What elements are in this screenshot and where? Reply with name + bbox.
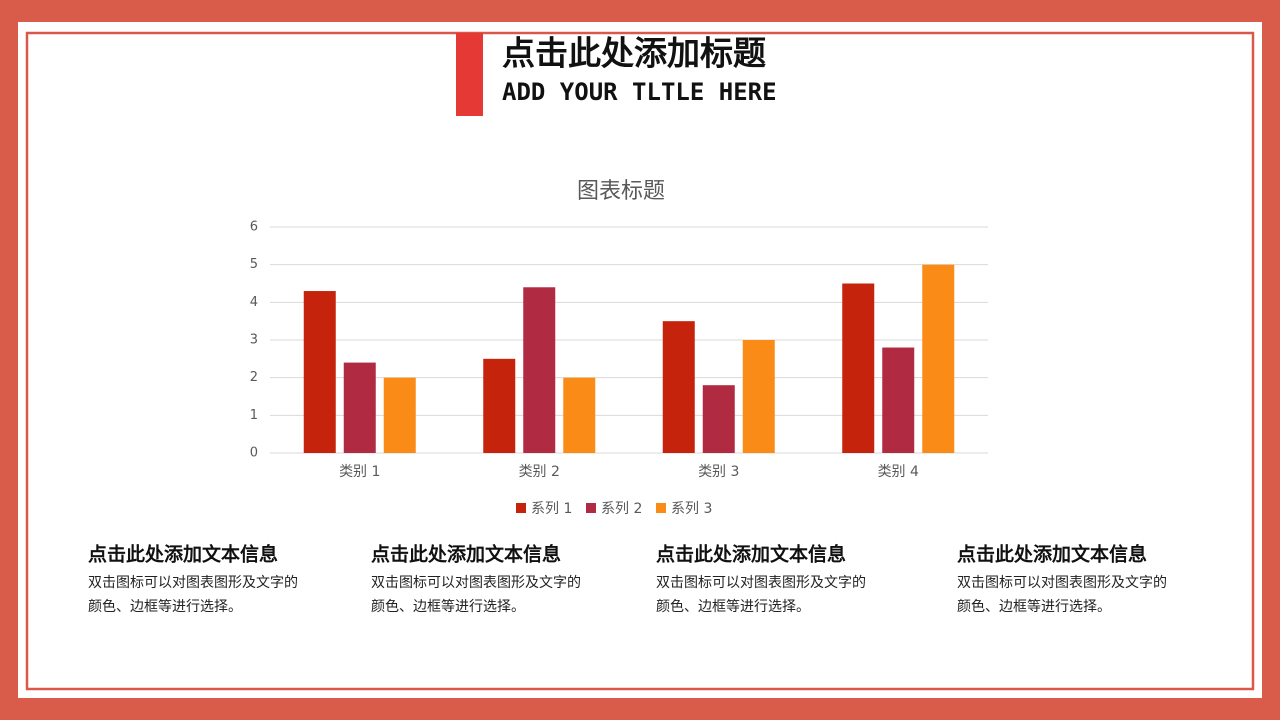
bar <box>563 377 596 453</box>
y-tick-label: 4 <box>250 295 258 310</box>
bar <box>303 291 336 453</box>
bar <box>483 358 516 453</box>
y-tick-label: 2 <box>250 370 258 385</box>
bar <box>343 362 376 453</box>
legend-label: 系列 3 <box>671 501 712 517</box>
block-text: 颜色、边框等进行选择。 <box>88 598 242 615</box>
legend-label: 系列 1 <box>531 501 572 517</box>
bar <box>523 287 556 453</box>
title: 点击此处添加标题 <box>502 34 766 73</box>
block-heading: 点击此处添加文本信息 <box>656 543 846 566</box>
block-text: 颜色、边框等进行选择。 <box>371 598 525 615</box>
x-tick-label: 类别 2 <box>519 464 560 480</box>
y-tick-label: 5 <box>250 257 258 272</box>
panel <box>18 22 1262 698</box>
bar <box>702 385 735 453</box>
bar <box>842 283 875 453</box>
legend-swatch <box>516 503 526 513</box>
bar <box>383 377 416 453</box>
y-tick-label: 3 <box>250 333 258 348</box>
y-tick-label: 0 <box>250 446 258 461</box>
x-tick-label: 类别 4 <box>878 464 919 480</box>
subtitle: ADD YOUR TLTLE HERE <box>502 78 777 106</box>
legend-swatch <box>586 503 596 513</box>
title-bar <box>456 33 483 116</box>
chart-title: 图表标题 <box>577 179 665 204</box>
bar <box>882 347 915 453</box>
block-text: 颜色、边框等进行选择。 <box>656 598 810 615</box>
block-text: 双击图标可以对图表图形及文字的 <box>957 575 1167 591</box>
bar <box>742 340 775 453</box>
y-tick-label: 1 <box>250 408 258 423</box>
block-text: 双击图标可以对图表图形及文字的 <box>371 575 581 591</box>
block-text: 双击图标可以对图表图形及文字的 <box>656 575 866 591</box>
bar <box>922 264 955 453</box>
frame <box>25 31 1255 691</box>
block-text: 双击图标可以对图表图形及文字的 <box>88 575 298 591</box>
legend-label: 系列 2 <box>601 501 642 517</box>
x-tick-label: 类别 3 <box>698 464 739 480</box>
block-heading: 点击此处添加文本信息 <box>88 543 278 566</box>
bar <box>662 321 695 453</box>
y-tick-label: 6 <box>250 220 258 235</box>
block-text: 颜色、边框等进行选择。 <box>957 598 1111 615</box>
x-tick-label: 类别 1 <box>339 464 380 480</box>
block-heading: 点击此处添加文本信息 <box>371 543 561 566</box>
block-heading: 点击此处添加文本信息 <box>957 543 1147 566</box>
legend-swatch <box>656 503 666 513</box>
